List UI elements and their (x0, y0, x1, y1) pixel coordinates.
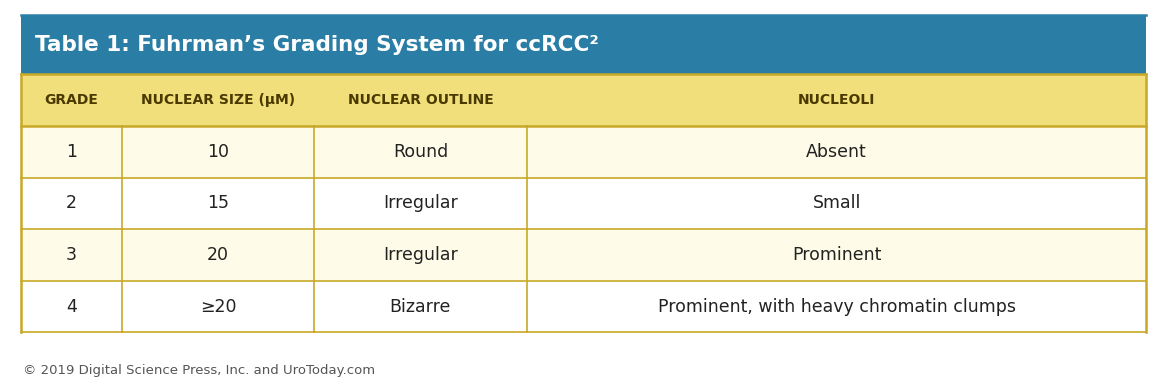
Bar (21, 74, 1146, 126)
Text: Table 1: Fuhrman’s Grading System for ccRCC²: Table 1: Fuhrman’s Grading System for cc… (35, 35, 599, 55)
Text: Irregular: Irregular (383, 246, 457, 264)
Text: Round: Round (393, 143, 448, 161)
Text: Prominent, with heavy chromatin clumps: Prominent, with heavy chromatin clumps (658, 298, 1015, 316)
Text: Absent: Absent (806, 143, 867, 161)
Text: 10: 10 (207, 143, 229, 161)
Bar (21, 229, 1146, 281)
Text: GRADE: GRADE (44, 93, 98, 107)
Text: Irregular: Irregular (383, 194, 457, 212)
Bar (21, 178, 1146, 229)
Bar (21, 126, 1146, 178)
Text: 20: 20 (207, 246, 229, 264)
Bar (21, 281, 1146, 332)
Text: 3: 3 (67, 246, 77, 264)
Text: Prominent: Prominent (792, 246, 881, 264)
Text: 15: 15 (207, 194, 229, 212)
Text: 1: 1 (67, 143, 77, 161)
Text: NUCLEAR OUTLINE: NUCLEAR OUTLINE (348, 93, 494, 107)
Text: 2: 2 (67, 194, 77, 212)
Text: NUCLEAR SIZE (μM): NUCLEAR SIZE (μM) (141, 93, 295, 107)
Text: © 2019 Digital Science Press, Inc. and UroToday.com: © 2019 Digital Science Press, Inc. and U… (23, 364, 376, 377)
Text: 4: 4 (67, 298, 77, 316)
Bar (21, 15, 1146, 74)
Text: Small: Small (812, 194, 861, 212)
Text: NUCLEOLI: NUCLEOLI (798, 93, 875, 107)
Text: ≥20: ≥20 (200, 298, 236, 316)
Text: Bizarre: Bizarre (390, 298, 452, 316)
